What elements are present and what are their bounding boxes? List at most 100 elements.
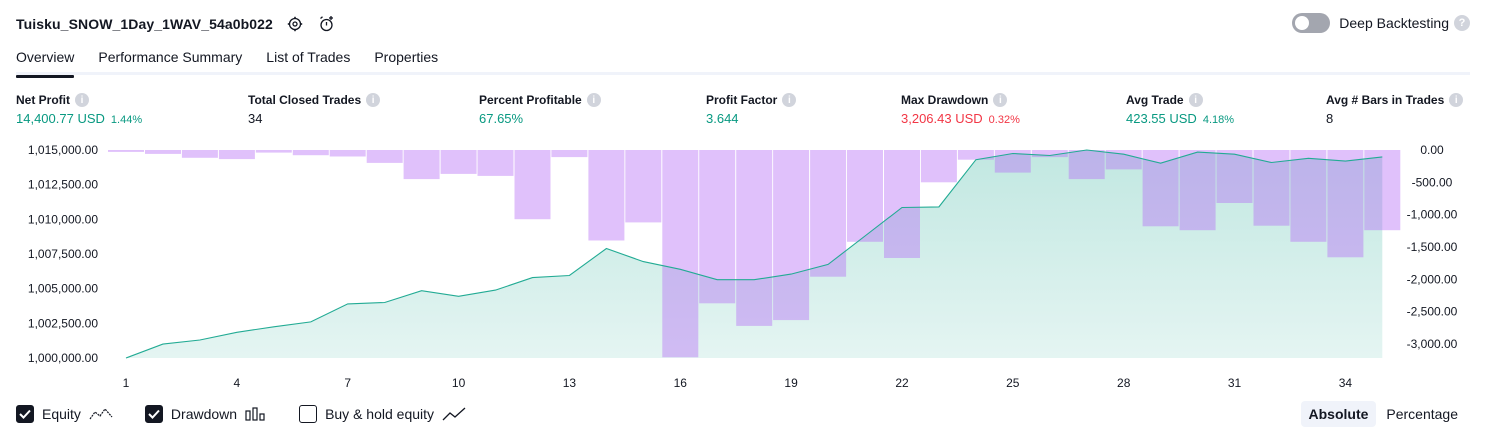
x-axis-tick: 4: [234, 376, 241, 390]
tab-overview[interactable]: Overview: [16, 44, 75, 78]
stat-total-closed-trades: Total Closed Trades i 34: [248, 93, 381, 126]
stat-avg-bars: Avg # Bars in Trades i 8: [1326, 93, 1464, 126]
drawdown-bar: [662, 150, 699, 358]
stat-profit-factor: Profit Factor i 3.644: [706, 93, 797, 126]
info-icon[interactable]: i: [366, 93, 381, 107]
drawdown-bar: [440, 150, 477, 174]
info-icon[interactable]: i: [993, 93, 1008, 107]
absolute-button[interactable]: Absolute: [1300, 401, 1377, 427]
drawdown-bar: [551, 150, 588, 158]
drawdown-bar: [403, 150, 440, 180]
deep-backtesting-toggle[interactable]: [1292, 13, 1331, 33]
x-axis-tick: 16: [674, 376, 688, 390]
legend-buy-hold[interactable]: Buy & hold equity: [299, 405, 466, 423]
info-icon[interactable]: i: [782, 93, 797, 107]
x-axis-tick: 10: [452, 376, 466, 390]
legend-label: Buy & hold equity: [325, 406, 435, 422]
help-icon[interactable]: ?: [1454, 15, 1470, 31]
drawdown-bar: [699, 150, 736, 304]
legend-label: Equity: [42, 406, 81, 422]
drawdown-bar: [625, 150, 662, 223]
tab-bar: Overview Performance Summary List of Tra…: [16, 44, 1470, 78]
left-axis-tick: 1,007,500.00: [28, 247, 98, 261]
drawdown-bar: [994, 150, 1031, 173]
drawdown-bars-icon: [245, 407, 267, 421]
stat-value: 14,400.77 USD: [16, 111, 105, 126]
settings-icon[interactable]: [285, 14, 305, 34]
stat-pct: 4.18%: [1202, 114, 1235, 126]
stat-label: Max Drawdown: [901, 93, 989, 107]
stat-label: Avg # Bars in Trades: [1326, 93, 1445, 107]
drawdown-bar: [145, 150, 181, 154]
stat-value: 34: [248, 111, 263, 126]
stat-percent-profitable: Percent Profitable i 67.65%: [479, 93, 601, 126]
stat-value: 8: [1326, 111, 1334, 126]
drawdown-bar: [736, 150, 773, 326]
value-mode-switch: Absolute Percentage: [1299, 401, 1467, 427]
drawdown-checkbox[interactable]: [144, 405, 163, 423]
tab-properties[interactable]: Properties: [374, 49, 439, 65]
percentage-button[interactable]: Percentage: [1386, 406, 1458, 422]
left-axis-tick: 1,005,000.00: [28, 282, 98, 296]
drawdown-bar: [329, 150, 366, 157]
drawdown-bar: [1105, 150, 1142, 170]
info-icon[interactable]: i: [1188, 93, 1203, 107]
x-axis-tick: 25: [1006, 376, 1020, 390]
drawdown-bar: [1068, 150, 1105, 180]
drawdown-bar: [1290, 150, 1327, 242]
drawdown-bar: [588, 150, 625, 241]
stat-label: Percent Profitable: [479, 93, 582, 107]
deep-backtesting: Deep Backtesting ?: [1292, 13, 1470, 33]
x-axis-tick: 13: [563, 376, 577, 390]
legend-equity[interactable]: Equity: [16, 405, 113, 423]
stat-label: Net Profit: [16, 93, 70, 107]
stat-label: Avg Trade: [1126, 93, 1184, 107]
x-axis-tick: 34: [1339, 376, 1353, 390]
stat-value: 3,206.43 USD: [901, 111, 983, 126]
drawdown-bar: [1031, 150, 1068, 158]
stat-label: Total Closed Trades: [248, 93, 362, 107]
drawdown-bar: [108, 150, 144, 152]
drawdown-bar: [514, 150, 551, 220]
chart-legend: Equity Drawdown Buy & hold equity: [16, 403, 498, 425]
stat-max-drawdown: Max Drawdown i 3,206.43 USD 0.32%: [901, 93, 1020, 126]
info-icon[interactable]: i: [586, 93, 601, 107]
tab-performance-summary[interactable]: Performance Summary: [98, 49, 243, 65]
buy-hold-checkbox[interactable]: [299, 405, 318, 423]
x-axis-tick: 28: [1117, 376, 1131, 390]
drawdown-bar: [366, 150, 403, 163]
equity-checkbox[interactable]: [16, 405, 34, 423]
drawdown-bar: [218, 150, 255, 160]
stat-pct: 0.32%: [988, 114, 1020, 126]
right-axis-tick: 0.00: [1420, 143, 1444, 157]
right-axis-tick: -2,000.00: [1407, 272, 1458, 286]
drawdown-bar: [920, 150, 957, 183]
buy-hold-line-icon: [442, 407, 466, 421]
info-icon[interactable]: i: [75, 93, 89, 107]
drawdown-bar: [1179, 150, 1216, 231]
right-axis-tick: -500.00: [1412, 175, 1453, 189]
drawdown-bar: [477, 150, 514, 176]
deep-backtesting-label: Deep Backtesting: [1339, 15, 1449, 31]
x-axis-tick: 22: [895, 376, 909, 390]
left-axis-tick: 1,000,000.00: [28, 351, 98, 365]
drawdown-bar: [1216, 150, 1253, 203]
x-axis-tick: 7: [344, 376, 351, 390]
strategy-header: Tuisku_SNOW_1Day_1WAV_54a0b022: [16, 12, 337, 36]
drawdown-bar: [773, 150, 810, 321]
tab-list-of-trades[interactable]: List of Trades: [266, 49, 351, 65]
stat-value: 423.55 USD: [1126, 111, 1197, 126]
x-axis-tick: 19: [784, 376, 798, 390]
stat-net-profit: Net Profit i 14,400.77 USD 1.44%: [16, 93, 142, 126]
stat-avg-trade: Avg Trade i 423.55 USD 4.18%: [1126, 93, 1234, 126]
add-alert-icon[interactable]: [317, 14, 337, 34]
x-axis-tick: 31: [1228, 376, 1242, 390]
legend-drawdown[interactable]: Drawdown: [144, 405, 267, 423]
info-icon[interactable]: i: [1449, 93, 1464, 107]
toggle-knob: [1295, 16, 1310, 30]
drawdown-bar: [181, 150, 218, 158]
drawdown-bar: [1142, 150, 1179, 227]
equity-drawdown-chart[interactable]: 1,000,000.00 1,002,500.00 1,005,000.00 1,00…: [0, 140, 1486, 400]
left-axis-tick: 1,012,500.00: [28, 178, 98, 192]
right-axis-tick: -2,500.00: [1407, 305, 1458, 319]
